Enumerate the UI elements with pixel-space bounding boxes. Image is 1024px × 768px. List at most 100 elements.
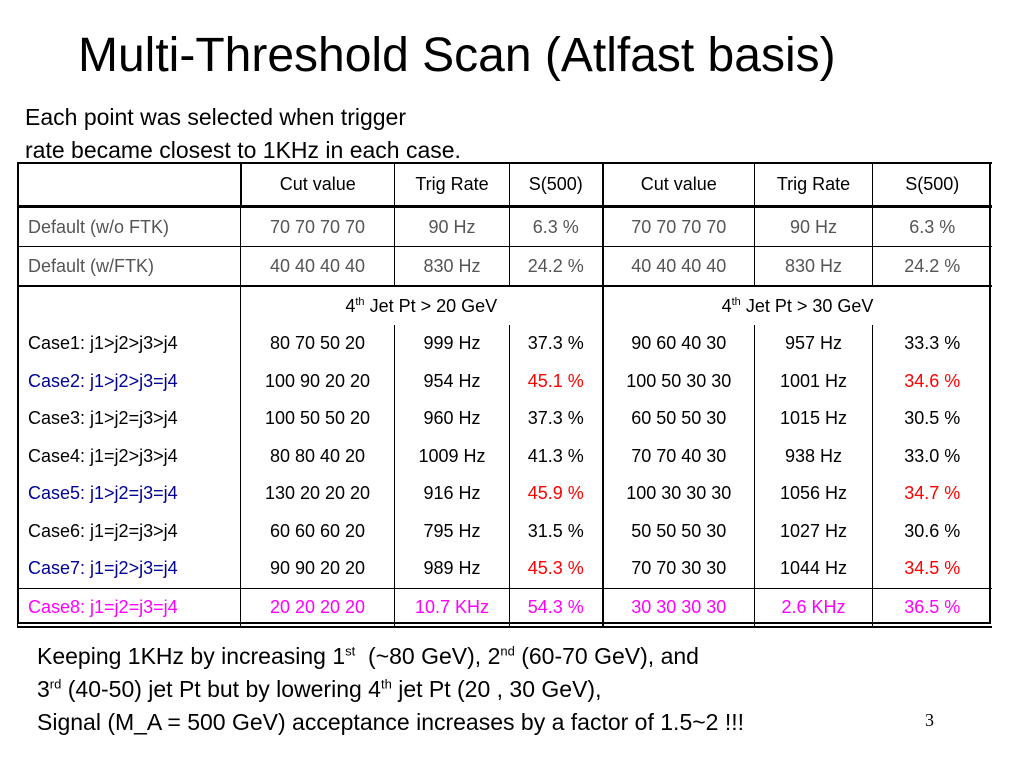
header-cell: S(500)	[509, 162, 603, 208]
table-cell: 130 20 20 20	[240, 475, 395, 513]
row-label: Default (w/o FTK)	[17, 206, 241, 247]
table-cell: 989 Hz	[394, 550, 510, 588]
table-cell: 830 Hz	[754, 246, 873, 287]
table-cell: 60 60 60 20	[240, 512, 395, 550]
row-label: Case3: j1>j2=j3>j4	[17, 400, 241, 438]
table-cell: 30 30 30 30	[601, 587, 755, 628]
table-cell: 34.6 %	[872, 362, 992, 400]
table-row: Case2: j1>j2>j3=j4 100 90 20 20 954 Hz 45.1…	[17, 362, 992, 400]
table-cell: 54.3 %	[509, 587, 603, 628]
table-row: Default (w/FTK) 40 40 40 40 830 Hz 24.2 …	[17, 246, 992, 287]
table-cell: 70 70 70 70	[601, 206, 755, 247]
intro-line-1: Each point was selected when trigger	[25, 104, 406, 130]
section-right-sup: th	[731, 295, 741, 308]
section-right-header: 4th Jet Pt > 30 GeV	[601, 286, 992, 325]
table-cell: 30.6 %	[872, 512, 992, 550]
table-cell: 830 Hz	[394, 246, 510, 287]
row-label: Default (w/FTK)	[17, 246, 241, 287]
table-cell: 41.3 %	[509, 437, 603, 475]
table-cell: 34.5 %	[872, 550, 992, 588]
page-number: 3	[925, 710, 934, 730]
table-row: Case8: j1=j2=j3=j4 20 20 20 20 10.7 KHz 54.…	[17, 587, 992, 628]
table-cell: 1027 Hz	[754, 512, 873, 550]
table-cell: 100 50 30 30	[601, 362, 755, 400]
table-cell: 80 80 40 20	[240, 437, 395, 475]
table-row: Default (w/o FTK) 70 70 70 70 90 Hz 6.3 …	[17, 206, 992, 247]
table-row: Case5: j1>j2=j3=j4 130 20 20 20 916 Hz 45.9…	[17, 475, 992, 513]
table-cell: 954 Hz	[394, 362, 510, 400]
intro-line-2: rate became closest to 1KHz in each case…	[25, 137, 461, 163]
table-cell: 1001 Hz	[754, 362, 873, 400]
section-left-pre: 4	[345, 295, 356, 316]
footer-text-part: (~80 GeV), 2	[355, 643, 501, 669]
footer-text-part: 3	[37, 676, 50, 702]
table-cell: 90 90 20 20	[240, 550, 395, 588]
footer-text: Keeping 1KHz by increasing 1st (~80 GeV)…	[37, 640, 967, 739]
table-cell: 70 70 30 30	[601, 550, 755, 588]
footer-sup: th	[380, 676, 392, 692]
table-cell: 36.5 %	[872, 587, 992, 628]
table-cell: 34.7 %	[872, 475, 992, 513]
footer-line-2: 3rd (40-50) jet Pt but by lowering 4th j…	[37, 673, 967, 706]
table-cell: 45.9 %	[509, 475, 603, 513]
table-cell: 70 70 40 30	[601, 437, 755, 475]
row-label: Case2: j1>j2>j3=j4	[17, 362, 241, 400]
footer-sup: st	[345, 643, 356, 659]
table-cell: 795 Hz	[394, 512, 510, 550]
table-cell: 20 20 20 20	[240, 587, 395, 628]
results-table-body: Cut value Trig Rate S(500) Cut value Tri…	[17, 162, 992, 628]
table-cell: 1044 Hz	[754, 550, 873, 588]
table-row: Case6: j1=j2=j3>j4 60 60 60 20 795 Hz 31.5 …	[17, 512, 992, 550]
table-header-row: Cut value Trig Rate S(500) Cut value Tri…	[17, 162, 992, 208]
table-row: Case7: j1=j2>j3=j4 90 90 20 20 989 Hz 45.3 …	[17, 550, 992, 588]
table-cell: 960 Hz	[394, 400, 510, 438]
table-cell: 1056 Hz	[754, 475, 873, 513]
section-corner	[17, 286, 241, 325]
table-cell: 6.3 %	[509, 206, 603, 247]
table-cell: 24.2 %	[509, 246, 603, 287]
row-label: Case5: j1>j2=j3=j4	[17, 475, 241, 513]
header-cell: Trig Rate	[754, 162, 873, 208]
table-cell: 100 90 20 20	[240, 362, 395, 400]
table-cell: 33.0 %	[872, 437, 992, 475]
table-cell: 90 60 40 30	[601, 325, 755, 363]
table-cell: 30.5 %	[872, 400, 992, 438]
table-cell: 6.3 %	[872, 206, 992, 247]
header-cell	[17, 162, 242, 208]
table-cell: 957 Hz	[754, 325, 873, 363]
header-cell: S(500)	[872, 162, 992, 208]
table-cell: 1009 Hz	[394, 437, 510, 475]
table-cell: 70 70 70 70	[240, 206, 395, 247]
table-row: Case3: j1>j2=j3>j4 100 50 50 20 960 Hz 37.3…	[17, 400, 992, 438]
table-cell: 90 Hz	[754, 206, 873, 247]
footer-line-1: Keeping 1KHz by increasing 1st (~80 GeV)…	[37, 640, 967, 673]
table-cell: 100 30 30 30	[601, 475, 755, 513]
footer-sup: rd	[49, 676, 62, 692]
table-cell: 10.7 KHz	[394, 587, 510, 628]
table-cell: 33.3 %	[872, 325, 992, 363]
table-row: Case1: j1>j2>j3>j4 80 70 50 20 999 Hz 37.3 …	[17, 325, 992, 363]
table-cell: 40 40 40 40	[240, 246, 395, 287]
row-label: Case1: j1>j2>j3>j4	[17, 325, 241, 363]
table-cell: 24.2 %	[872, 246, 992, 287]
table-cell: 40 40 40 40	[601, 246, 755, 287]
section-header-row: 4th Jet Pt > 20 GeV 4th Jet Pt > 30 GeV	[17, 286, 992, 325]
footer-line-3: Signal (M_A = 500 GeV) acceptance increa…	[37, 709, 745, 735]
section-left-post: Jet Pt > 20 GeV	[364, 295, 498, 316]
section-right-pre: 4	[721, 295, 732, 316]
table-row: Case4: j1=j2>j3>j4 80 80 40 20 1009 Hz 41.3…	[17, 437, 992, 475]
row-label: Case7: j1=j2>j3=j4	[17, 550, 241, 588]
section-right-post: Jet Pt > 30 GeV	[740, 295, 874, 316]
header-cell: Trig Rate	[394, 162, 510, 208]
footer-text-part: (40-50) jet Pt but by lowering 4	[61, 676, 381, 702]
slide-title: Multi-Threshold Scan (Atlfast basis)	[78, 29, 836, 82]
table-cell: 80 70 50 20	[240, 325, 395, 363]
results-table-container: Cut value Trig Rate S(500) Cut value Tri…	[17, 162, 992, 628]
row-label: Case6: j1=j2=j3>j4	[17, 512, 241, 550]
footer-text-part: Keeping 1KHz by increasing 1	[37, 643, 346, 669]
section-left-header: 4th Jet Pt > 20 GeV	[240, 286, 603, 325]
table-cell: 916 Hz	[394, 475, 510, 513]
results-table: Cut value Trig Rate S(500) Cut value Tri…	[17, 162, 992, 628]
header-cell: Cut value	[601, 162, 755, 208]
table-cell: 45.1 %	[509, 362, 603, 400]
